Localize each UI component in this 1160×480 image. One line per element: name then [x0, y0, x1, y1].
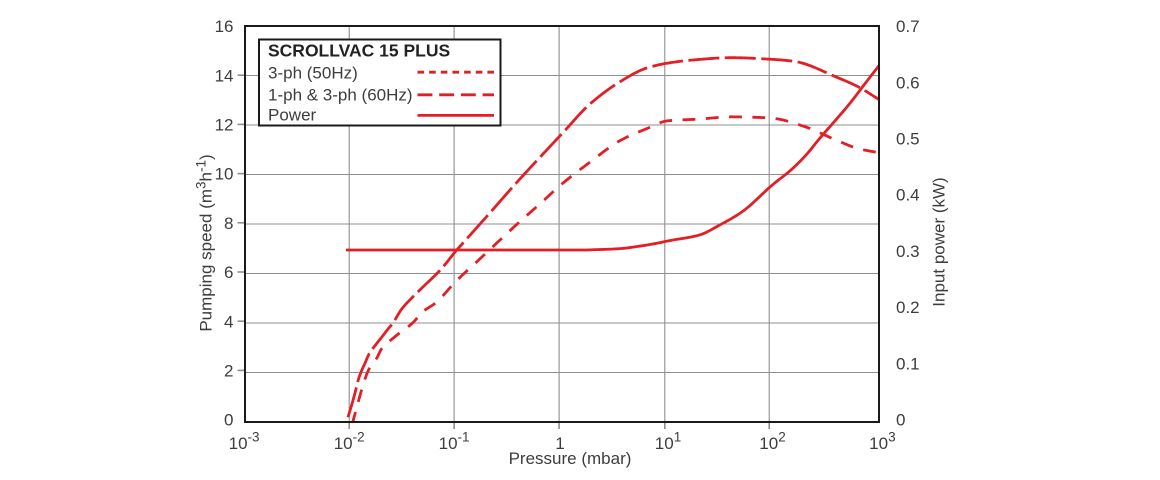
- svg-text:0.4: 0.4: [896, 186, 920, 205]
- svg-text:Power: Power: [268, 106, 317, 125]
- svg-text:0.7: 0.7: [896, 17, 920, 36]
- svg-text:8: 8: [224, 214, 233, 233]
- svg-text:0.1: 0.1: [896, 354, 920, 373]
- svg-text:6: 6: [224, 263, 233, 282]
- svg-text:Input power (kW): Input power (kW): [930, 177, 949, 306]
- svg-text:14: 14: [215, 66, 234, 85]
- svg-text:Pressure (mbar): Pressure (mbar): [509, 449, 632, 468]
- svg-text:0.5: 0.5: [896, 130, 920, 149]
- svg-text:0.6: 0.6: [896, 73, 920, 92]
- svg-text:10: 10: [215, 165, 234, 184]
- svg-text:Pumping speed (m3h-1): Pumping speed (m3h-1): [194, 154, 216, 331]
- svg-text:0.2: 0.2: [896, 298, 920, 317]
- svg-text:0: 0: [896, 411, 905, 430]
- svg-text:1: 1: [555, 434, 564, 453]
- svg-text:4: 4: [224, 312, 233, 331]
- svg-text:12: 12: [215, 116, 234, 135]
- svg-text:SCROLLVAC 15 PLUS: SCROLLVAC 15 PLUS: [268, 41, 450, 61]
- svg-text:2: 2: [224, 362, 233, 381]
- svg-text:0: 0: [224, 411, 233, 430]
- svg-text:3-ph (50Hz): 3-ph (50Hz): [268, 64, 358, 83]
- svg-text:16: 16: [215, 17, 234, 36]
- svg-text:1-ph & 3-ph (60Hz): 1-ph & 3-ph (60Hz): [268, 86, 413, 105]
- svg-text:0.3: 0.3: [896, 242, 920, 261]
